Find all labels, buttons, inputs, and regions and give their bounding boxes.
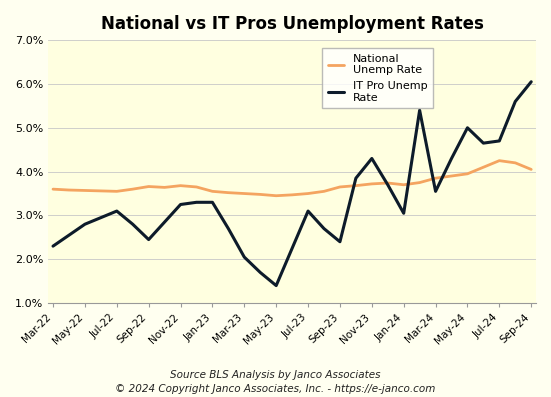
- IT Pro Unemp
Rate: [177, 202, 184, 207]
- IT Pro Unemp
Rate: [225, 226, 231, 231]
- National
Unemp Rate: [528, 167, 534, 172]
- IT Pro Unemp
Rate: [464, 125, 471, 130]
- IT Pro Unemp
Rate: [369, 156, 375, 161]
- National
Unemp Rate: [257, 192, 263, 197]
- National
Unemp Rate: [401, 182, 407, 187]
- Title: National vs IT Pros Unemployment Rates: National vs IT Pros Unemployment Rates: [101, 15, 484, 33]
- National
Unemp Rate: [66, 188, 72, 193]
- National
Unemp Rate: [193, 185, 200, 189]
- IT Pro Unemp
Rate: [98, 215, 104, 220]
- IT Pro Unemp
Rate: [448, 156, 455, 161]
- IT Pro Unemp
Rate: [145, 237, 152, 242]
- IT Pro Unemp
Rate: [433, 189, 439, 194]
- Line: IT Pro Unemp
Rate: IT Pro Unemp Rate: [53, 82, 531, 285]
- IT Pro Unemp
Rate: [257, 270, 263, 275]
- National
Unemp Rate: [305, 191, 311, 196]
- IT Pro Unemp
Rate: [480, 141, 487, 146]
- National
Unemp Rate: [241, 191, 247, 196]
- Text: © 2024 Copyright Janco Associates, Inc. - https://e-janco.com: © 2024 Copyright Janco Associates, Inc. …: [115, 384, 436, 394]
- National
Unemp Rate: [50, 187, 56, 191]
- IT Pro Unemp
Rate: [337, 239, 343, 244]
- National
Unemp Rate: [145, 184, 152, 189]
- National
Unemp Rate: [480, 165, 487, 170]
- National
Unemp Rate: [114, 189, 120, 194]
- IT Pro Unemp
Rate: [385, 182, 391, 187]
- National
Unemp Rate: [464, 172, 471, 176]
- National
Unemp Rate: [369, 181, 375, 186]
- IT Pro Unemp
Rate: [401, 211, 407, 216]
- IT Pro Unemp
Rate: [289, 246, 295, 251]
- Legend: National
Unemp Rate, IT Pro Unemp
Rate: National Unemp Rate, IT Pro Unemp Rate: [322, 48, 433, 108]
- IT Pro Unemp
Rate: [321, 226, 327, 231]
- IT Pro Unemp
Rate: [241, 255, 247, 260]
- IT Pro Unemp
Rate: [512, 99, 518, 104]
- National
Unemp Rate: [337, 185, 343, 189]
- National
Unemp Rate: [129, 187, 136, 191]
- IT Pro Unemp
Rate: [66, 233, 72, 237]
- National
Unemp Rate: [177, 183, 184, 188]
- National
Unemp Rate: [496, 158, 503, 163]
- National
Unemp Rate: [289, 193, 295, 197]
- National
Unemp Rate: [225, 190, 231, 195]
- IT Pro Unemp
Rate: [273, 283, 279, 288]
- IT Pro Unemp
Rate: [528, 79, 534, 84]
- National
Unemp Rate: [417, 180, 423, 185]
- IT Pro Unemp
Rate: [50, 244, 56, 249]
- National
Unemp Rate: [353, 183, 359, 188]
- National
Unemp Rate: [448, 173, 455, 178]
- IT Pro Unemp
Rate: [82, 222, 88, 227]
- National
Unemp Rate: [385, 181, 391, 185]
- Text: Source BLS Analysis by Janco Associates: Source BLS Analysis by Janco Associates: [170, 370, 381, 380]
- IT Pro Unemp
Rate: [417, 108, 423, 113]
- IT Pro Unemp
Rate: [129, 222, 136, 227]
- National
Unemp Rate: [273, 193, 279, 198]
- National
Unemp Rate: [433, 176, 439, 181]
- IT Pro Unemp
Rate: [114, 209, 120, 214]
- IT Pro Unemp
Rate: [209, 200, 216, 205]
- National
Unemp Rate: [512, 160, 518, 165]
- IT Pro Unemp
Rate: [161, 220, 168, 224]
- National
Unemp Rate: [98, 189, 104, 193]
- Line: National
Unemp Rate: National Unemp Rate: [53, 161, 531, 196]
- National
Unemp Rate: [209, 189, 216, 194]
- IT Pro Unemp
Rate: [305, 209, 311, 214]
- National
Unemp Rate: [82, 188, 88, 193]
- National
Unemp Rate: [321, 189, 327, 194]
- National
Unemp Rate: [161, 185, 168, 190]
- IT Pro Unemp
Rate: [496, 139, 503, 143]
- IT Pro Unemp
Rate: [193, 200, 200, 205]
- IT Pro Unemp
Rate: [353, 176, 359, 181]
